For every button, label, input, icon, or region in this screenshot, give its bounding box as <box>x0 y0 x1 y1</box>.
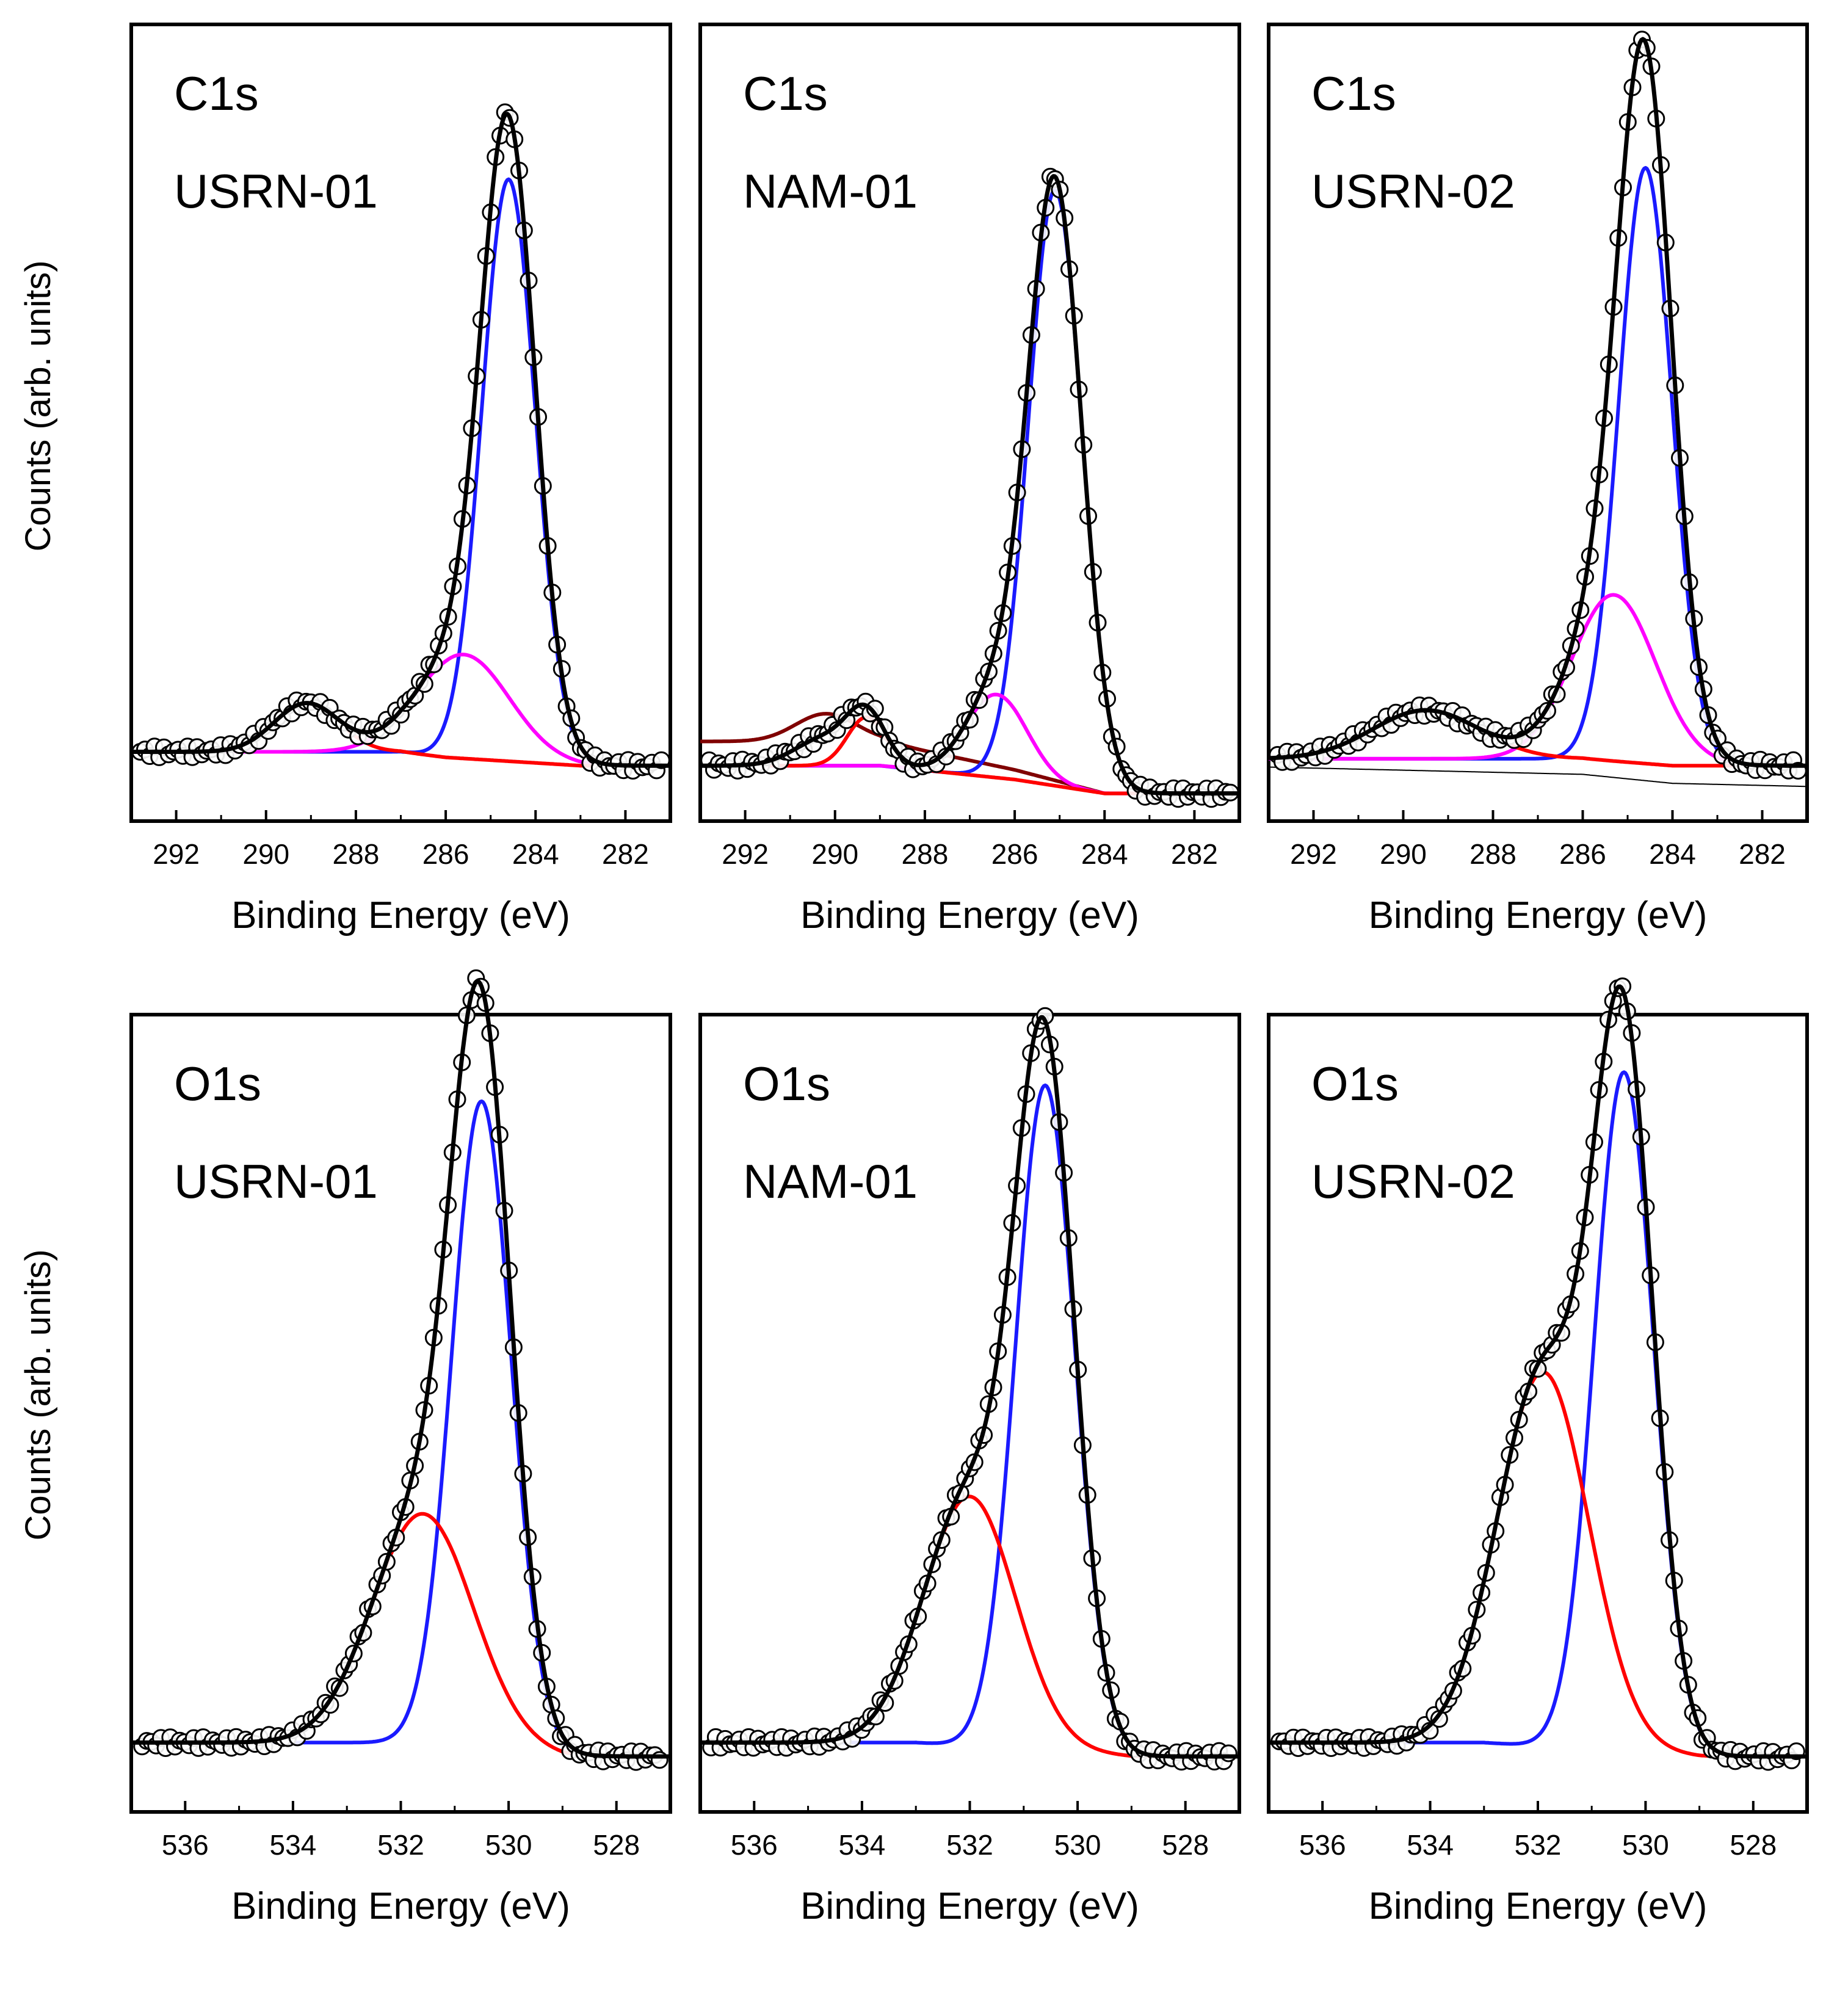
x-tick-label: 284 <box>1081 838 1128 870</box>
x-tick-label: 292 <box>722 838 769 870</box>
x-tick-label: 292 <box>1290 838 1337 870</box>
x-tick-label: 288 <box>333 838 380 870</box>
x-tick-label: 532 <box>1515 1829 1562 1861</box>
envelope-fit-curve <box>1267 37 1808 768</box>
x-tick-label: 282 <box>1739 838 1786 870</box>
x-tick-label: 532 <box>377 1829 424 1861</box>
plot-frame <box>698 1013 1241 1814</box>
ylabel-bottom: Counts (arb. units) <box>18 1249 58 1540</box>
x-tick-label: 528 <box>1162 1829 1209 1861</box>
x-axis-title: Binding Energy (eV) <box>231 894 570 936</box>
x-tick-label: 530 <box>1054 1829 1101 1861</box>
panel-sample-label: NAM-01 <box>743 1154 918 1208</box>
x-tick-label: 536 <box>1299 1829 1346 1861</box>
panel-c1s-usrn-02: 292 290 288 286 284 282 Binding Energy (eV) C1s… <box>1267 23 1809 936</box>
panel-sample-label: NAM-01 <box>743 164 918 218</box>
x-tick-label: 530 <box>485 1829 532 1861</box>
x-tick-label: 282 <box>1171 838 1218 870</box>
x-tick-label: 290 <box>811 838 858 870</box>
data-point <box>1219 1744 1237 1762</box>
plot-frame <box>698 23 1241 823</box>
x-tick-label: 536 <box>731 1829 778 1861</box>
panel-sample-label: USRN-01 <box>174 164 378 218</box>
panel-element-label: O1s <box>174 1057 261 1110</box>
panel-c1s-usrn-01: 292 290 288 286 284 282 Binding Energy (eV) C1s… <box>129 23 672 936</box>
envelope-fit-curve <box>699 174 1241 796</box>
panel-o1s-nam-01: 536 534 532 530 528 Binding Energy (eV) O1s NAM… <box>698 1007 1241 1927</box>
x-axis-title: Binding Energy (eV) <box>1369 1885 1708 1927</box>
x-tick-label: 286 <box>991 838 1038 870</box>
x-axis-title: Binding Energy (eV) <box>800 894 1139 936</box>
plot-frame <box>129 1013 672 1814</box>
envelope-fit-curve <box>130 979 672 1759</box>
panels: 292 290 288 286 284 282 Binding Energy (eV) C1s… <box>129 23 1809 1927</box>
panel-o1s-usrn-01: 536 534 532 530 528 Binding Energy (eV) O1s USR… <box>129 969 672 1927</box>
panel-c1s-nam-01: 292 290 288 286 284 282 Binding Energy (eV) C1s… <box>698 23 1241 936</box>
x-tick-label: 534 <box>839 1829 886 1861</box>
x-tick-label: 532 <box>946 1829 993 1861</box>
background-line <box>1269 766 1808 788</box>
panel-element-label: C1s <box>174 67 259 120</box>
plot-frame <box>1267 1013 1809 1814</box>
x-tick-label: 284 <box>512 838 559 870</box>
plot-frame <box>1267 23 1809 823</box>
x-axis-title: Binding Energy (eV) <box>1369 894 1708 936</box>
envelope-fit-curve <box>130 112 672 768</box>
panel-sample-label: USRN-02 <box>1311 1154 1515 1208</box>
x-tick-label: 530 <box>1622 1829 1669 1861</box>
x-tick-label: 290 <box>1380 838 1427 870</box>
x-tick-label: 536 <box>162 1829 209 1861</box>
panel-sample-label: USRN-02 <box>1311 164 1515 218</box>
envelope-fit-curve <box>699 1015 1241 1759</box>
x-tick-label: 290 <box>242 838 289 870</box>
envelope-fit-curve <box>1267 984 1808 1759</box>
x-tick-label: 286 <box>1559 838 1606 870</box>
panel-sample-label: USRN-01 <box>174 1154 378 1208</box>
x-axis-title: Binding Energy (eV) <box>800 1885 1139 1927</box>
plot-frame <box>129 23 672 823</box>
panel-element-label: C1s <box>1311 67 1396 120</box>
panel-element-label: O1s <box>743 1057 830 1110</box>
x-tick-label: 528 <box>1730 1829 1777 1861</box>
x-tick-label: 286 <box>422 838 469 870</box>
x-tick-label: 282 <box>602 838 649 870</box>
x-tick-label: 288 <box>902 838 949 870</box>
x-axis-title: Binding Energy (eV) <box>231 1885 570 1927</box>
panel-o1s-usrn-02: 536 534 532 530 528 Binding Energy (eV) O1s USR… <box>1267 977 1809 1927</box>
x-tick-label: 284 <box>1649 838 1696 870</box>
x-tick-label: 528 <box>593 1829 640 1861</box>
x-tick-label: 292 <box>153 838 200 870</box>
x-tick-label: 534 <box>1407 1829 1454 1861</box>
panel-element-label: O1s <box>1311 1057 1399 1110</box>
x-tick-label: 288 <box>1469 838 1516 870</box>
x-tick-label: 534 <box>270 1829 317 1861</box>
panel-element-label: C1s <box>743 67 828 120</box>
ylabel-top: Counts (arb. units) <box>18 260 58 551</box>
